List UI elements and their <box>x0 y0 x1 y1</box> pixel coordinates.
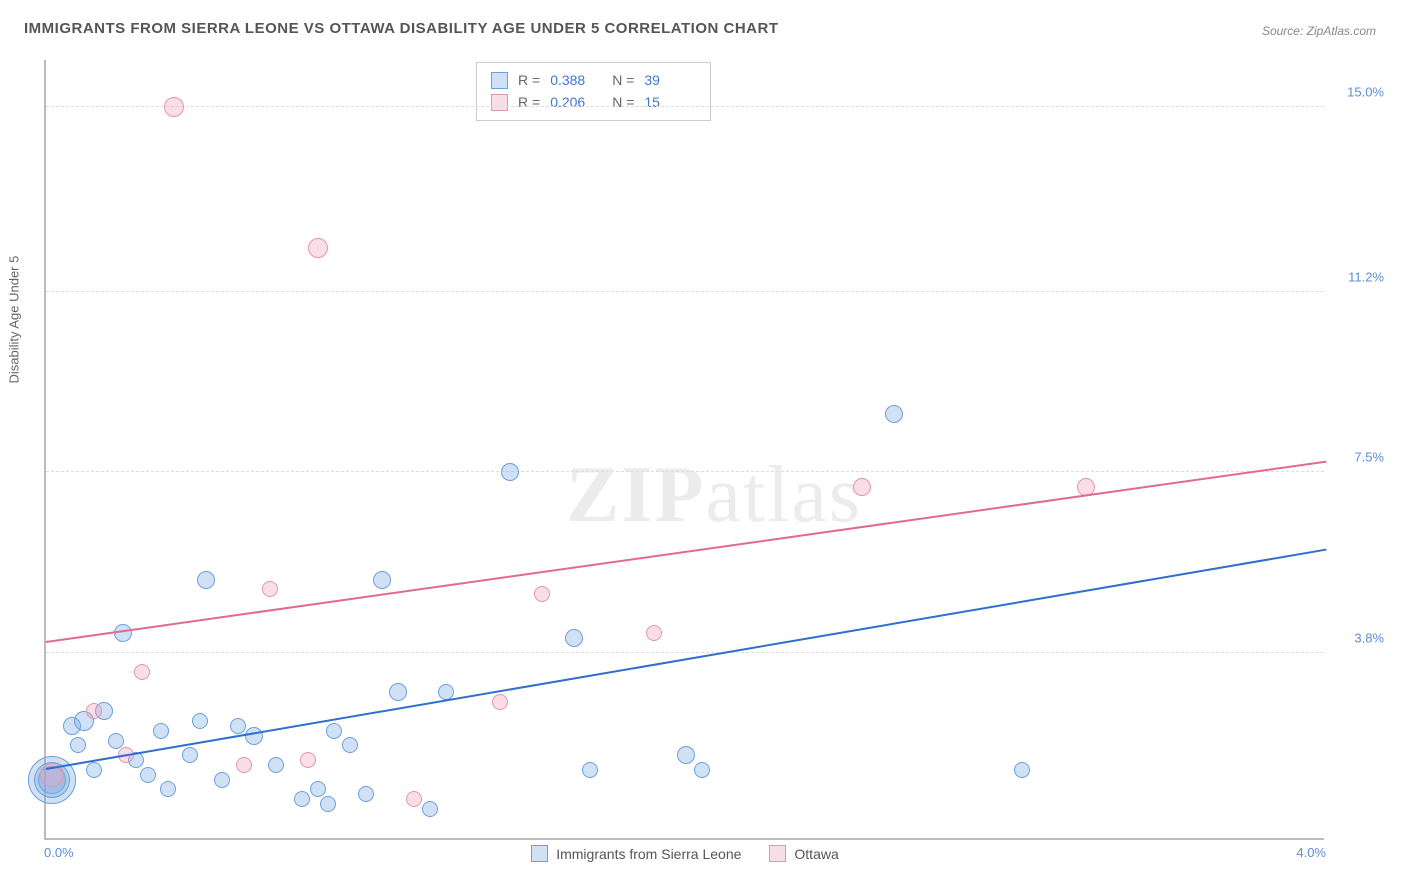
data-point <box>406 791 422 807</box>
data-point <box>294 791 310 807</box>
data-point <box>646 625 662 641</box>
data-point <box>582 762 598 778</box>
legend-label: Ottawa <box>794 846 838 862</box>
stat-n-value: 39 <box>644 69 696 91</box>
legend-swatch <box>769 845 786 862</box>
data-point <box>1014 762 1030 778</box>
plot-area: ZIPatlas R =0.388N =39R =0.206N =15 Immi… <box>44 60 1324 840</box>
stats-legend-row: R = 0.388 N = 39 <box>491 69 696 91</box>
data-point <box>70 737 86 753</box>
watermark-bold: ZIP <box>566 451 705 539</box>
data-point <box>853 478 871 496</box>
stats-legend-row: R = 0.206 N = 15 <box>491 91 696 113</box>
data-point <box>268 757 284 773</box>
data-point <box>534 586 550 602</box>
data-point <box>389 683 407 701</box>
stat-r-value: 0.388 <box>550 69 602 91</box>
gridline <box>46 652 1324 653</box>
gridline <box>46 471 1324 472</box>
data-point <box>300 752 316 768</box>
data-point <box>492 694 508 710</box>
data-point <box>342 737 358 753</box>
stat-r-label: R = <box>518 69 540 91</box>
watermark: ZIPatlas <box>566 450 862 541</box>
data-point <box>308 238 328 258</box>
data-point <box>262 581 278 597</box>
trendline <box>46 548 1326 769</box>
data-point <box>86 762 102 778</box>
legend-item: Immigrants from Sierra Leone <box>531 845 741 862</box>
data-point <box>197 571 215 589</box>
stat-r-label: R = <box>518 91 540 113</box>
gridline <box>46 291 1324 292</box>
data-point <box>565 629 583 647</box>
data-point <box>310 781 326 797</box>
data-point <box>192 713 208 729</box>
data-point <box>108 733 124 749</box>
data-point <box>358 786 374 802</box>
y-axis-label: Disability Age Under 5 <box>7 256 22 384</box>
trendline <box>46 461 1326 643</box>
data-point <box>153 723 169 739</box>
data-point <box>885 405 903 423</box>
data-point <box>86 703 102 719</box>
stat-n-label: N = <box>612 69 634 91</box>
data-point <box>320 796 336 812</box>
y-tick-label: 11.2% <box>1329 270 1384 285</box>
data-point <box>373 571 391 589</box>
data-point <box>677 746 695 764</box>
data-point <box>160 781 176 797</box>
legend-item: Ottawa <box>769 845 838 862</box>
data-point <box>214 772 230 788</box>
stat-n-value: 15 <box>644 91 696 113</box>
watermark-light: atlas <box>705 451 862 539</box>
x-tick-label: 0.0% <box>44 845 74 860</box>
data-point <box>114 624 132 642</box>
data-point <box>422 801 438 817</box>
legend-swatch <box>491 72 508 89</box>
data-point <box>134 664 150 680</box>
y-tick-label: 7.5% <box>1329 450 1384 465</box>
source-label: Source: ZipAtlas.com <box>1262 24 1376 38</box>
stat-r-value: 0.206 <box>550 91 602 113</box>
data-point <box>182 747 198 763</box>
stats-legend: R = 0.388 N = 39 R = 0.206 N = 15 <box>476 62 711 121</box>
stat-n-label: N = <box>612 91 634 113</box>
chart-title: IMMIGRANTS FROM SIERRA LEONE VS OTTAWA D… <box>24 20 779 37</box>
data-point <box>230 718 246 734</box>
data-point <box>245 727 263 745</box>
data-point <box>236 757 252 773</box>
legend-swatch <box>491 94 508 111</box>
y-tick-label: 15.0% <box>1329 84 1384 99</box>
x-tick-label: 4.0% <box>1296 845 1326 860</box>
data-point <box>164 97 184 117</box>
data-point <box>694 762 710 778</box>
data-point <box>140 767 156 783</box>
data-point <box>326 723 342 739</box>
data-point <box>501 463 519 481</box>
legend-label: Immigrants from Sierra Leone <box>556 846 741 862</box>
series-legend: Immigrants from Sierra Leone Ottawa <box>46 845 1324 862</box>
gridline <box>46 106 1324 107</box>
legend-swatch <box>531 845 548 862</box>
y-tick-label: 3.8% <box>1329 630 1384 645</box>
